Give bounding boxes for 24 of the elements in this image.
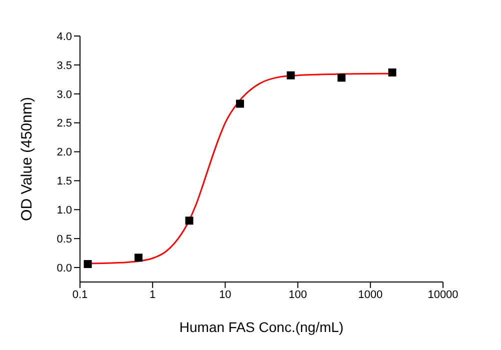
y-tick-label: 0.5 bbox=[56, 233, 72, 246]
y-axis-title: OD Value (450nm) bbox=[18, 97, 36, 221]
point bbox=[185, 216, 194, 225]
x-tick-label: 1000 bbox=[358, 288, 383, 301]
x-tick-label: 0.1 bbox=[72, 288, 88, 301]
point bbox=[388, 68, 396, 76]
point bbox=[236, 100, 244, 108]
point bbox=[84, 260, 92, 268]
x-tick-label: 10000 bbox=[428, 288, 458, 301]
y-tick-label: 2.5 bbox=[56, 118, 72, 130]
x-tick-label: 100 bbox=[288, 288, 307, 301]
point bbox=[134, 254, 143, 262]
y-tick-label: 2.0 bbox=[56, 146, 72, 159]
y-tick-label: 0.0 bbox=[56, 262, 72, 274]
y-tick-label: 1.0 bbox=[56, 204, 72, 217]
point bbox=[338, 74, 346, 82]
y-tick-label: 3.0 bbox=[56, 88, 72, 101]
x-axis-title: Human FAS Conc.(ng/mL) bbox=[179, 319, 344, 335]
x-tick-label: 1 bbox=[150, 288, 156, 301]
y-tick-label: 3.5 bbox=[56, 60, 72, 72]
x-tick-label: 10 bbox=[219, 288, 232, 301]
y-tick-label: 4.0 bbox=[56, 30, 72, 43]
y-tick-label: 1.5 bbox=[56, 176, 72, 188]
point bbox=[286, 71, 295, 80]
